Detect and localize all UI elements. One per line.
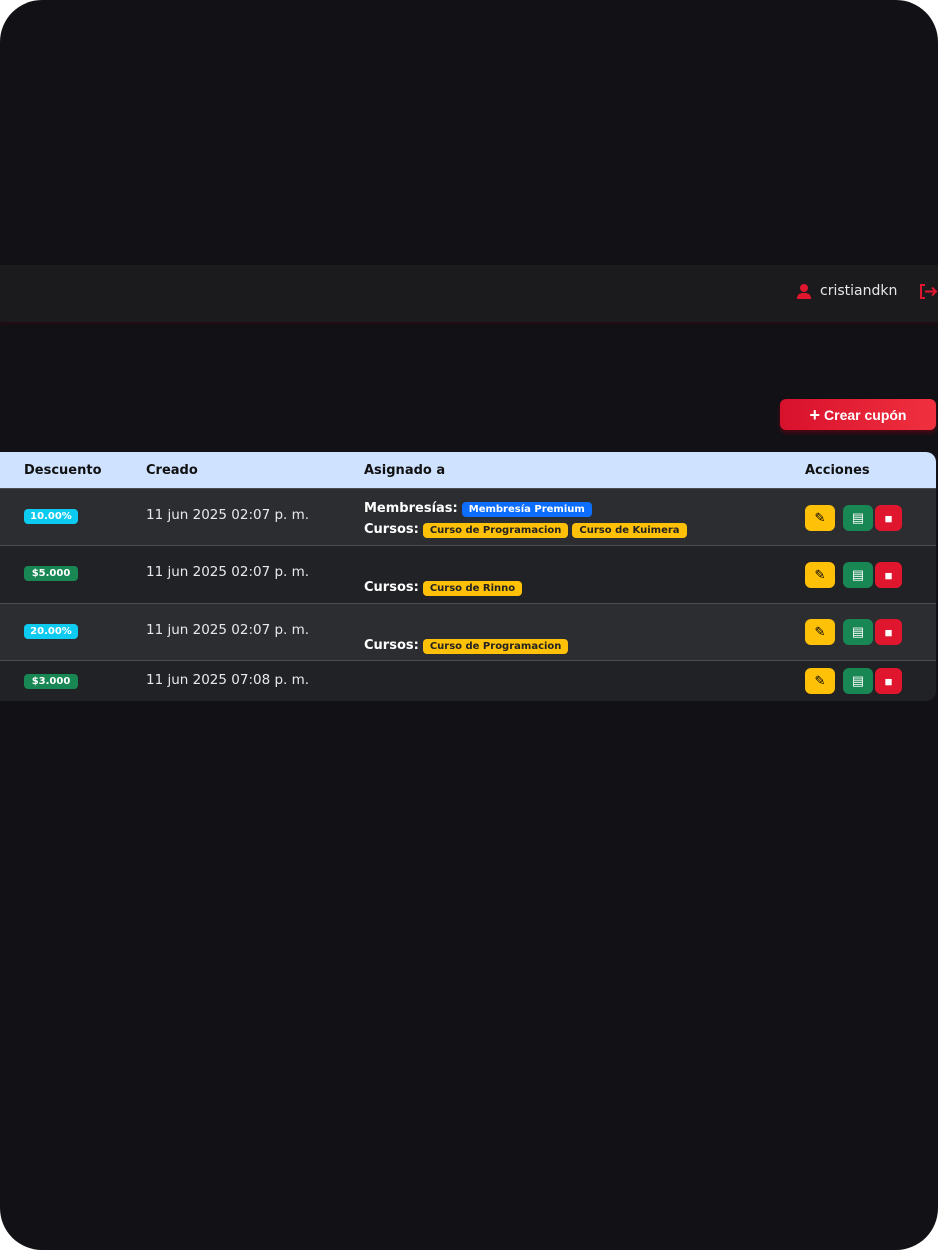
memberships-label: Membresías: [364, 501, 458, 516]
edit-button[interactable]: ✎ [805, 668, 835, 694]
row-actions: ✎ ▤ ■ [805, 505, 902, 531]
course-tag: Curso de Rinno [422, 581, 523, 596]
plus-icon: + [809, 404, 821, 425]
discount-badge: $3.000 [24, 674, 78, 689]
details-button[interactable]: ▤ [843, 505, 873, 531]
navbar [0, 265, 938, 322]
details-button[interactable]: ▤ [843, 562, 873, 588]
table-row: $3.000 11 jun 2025 07:08 p. m. ✎ ▤ ■ [0, 660, 936, 701]
edit-icon: ✎ [814, 624, 826, 639]
delete-button[interactable]: ■ [875, 668, 902, 694]
row-actions: ✎ ▤ ■ [805, 619, 902, 645]
details-button[interactable]: ▤ [843, 619, 873, 645]
trash-icon: ■ [884, 624, 893, 640]
discount-badge: 10.00% [24, 509, 78, 524]
table-row: $5.000 11 jun 2025 02:07 p. m. Cursos: Cu… [0, 545, 936, 603]
courses-label: Cursos: [364, 522, 419, 537]
row-actions: ✎ ▤ ■ [805, 562, 902, 588]
username: cristiandkn [820, 283, 898, 299]
trash-icon: ■ [884, 567, 893, 583]
book-icon: ▤ [851, 673, 865, 688]
table-row: 20.00% 11 jun 2025 02:07 p. m. Cursos: Cu… [0, 603, 936, 660]
discount-badge: $5.000 [24, 566, 78, 581]
discount-badge: 20.00% [24, 624, 78, 639]
delete-button[interactable]: ■ [875, 562, 902, 588]
course-tag: Curso de Programacion [422, 639, 569, 654]
table-header: Descuento Creado Asignado a Acciones [0, 452, 936, 488]
create-coupon-button[interactable]: + Crear cupón [780, 399, 936, 430]
edit-button[interactable]: ✎ [805, 562, 835, 588]
assigned-courses: Cursos: Curso de Programacion Curso de Kui… [364, 518, 691, 538]
courses-label: Cursos: [364, 580, 419, 595]
user-icon [797, 284, 811, 299]
delete-button[interactable]: ■ [875, 505, 902, 531]
column-header: Asignado a [364, 462, 446, 478]
table-row: 10.00% 11 jun 2025 02:07 p. m. Membresía… [0, 488, 936, 545]
column-header: Acciones [805, 462, 870, 478]
assigned-courses: Cursos: Curso de Programacion [364, 634, 572, 654]
book-icon: ▤ [851, 567, 865, 582]
delete-button[interactable]: ■ [875, 619, 902, 645]
created-date: 11 jun 2025 02:07 p. m. [146, 622, 310, 638]
coupons-table: Descuento Creado Asignado a Acciones 10.… [0, 452, 936, 701]
assigned-memberships: Membresías: Membresía Premium [364, 497, 596, 517]
edit-icon: ✎ [814, 510, 826, 525]
edit-button[interactable]: ✎ [805, 505, 835, 531]
created-date: 11 jun 2025 02:07 p. m. [146, 564, 310, 580]
edit-icon: ✎ [814, 673, 826, 688]
created-date: 11 jun 2025 02:07 p. m. [146, 507, 310, 523]
course-tag: Curso de Programacion [422, 523, 569, 538]
book-icon: ▤ [851, 624, 865, 639]
edit-button[interactable]: ✎ [805, 619, 835, 645]
membership-tag: Membresía Premium [461, 502, 592, 517]
course-tag: Curso de Kuimera [572, 523, 687, 538]
book-icon: ▤ [851, 510, 865, 525]
created-date: 11 jun 2025 07:08 p. m. [146, 672, 310, 688]
row-actions: ✎ ▤ ■ [805, 668, 902, 694]
column-header: Descuento [24, 462, 102, 478]
trash-icon: ■ [884, 510, 893, 526]
edit-icon: ✎ [814, 567, 826, 582]
logout-icon[interactable] [919, 283, 938, 300]
assigned-courses: Cursos: Curso de Rinno [364, 576, 526, 596]
create-coupon-label: Crear cupón [824, 406, 907, 423]
details-button[interactable]: ▤ [843, 668, 873, 694]
column-header: Creado [146, 462, 198, 478]
trash-icon: ■ [884, 673, 893, 689]
user-menu[interactable]: cristiandkn [796, 283, 897, 299]
courses-label: Cursos: [364, 638, 419, 653]
